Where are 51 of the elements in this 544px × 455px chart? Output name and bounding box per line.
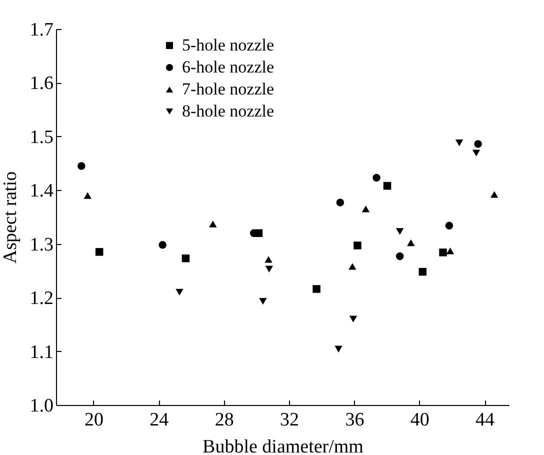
y-tick-label: 1.6	[30, 73, 54, 94]
point	[158, 241, 166, 249]
y-tick-label: 1.7	[30, 20, 54, 40]
x-tick-label: 24	[150, 410, 170, 430]
legend-label: 8-hole nozzle	[182, 102, 274, 120]
x-tick-label: 28	[214, 410, 234, 430]
y-tick-label: 1.2	[30, 288, 54, 310]
point	[396, 252, 404, 260]
point	[259, 298, 267, 305]
point	[490, 191, 498, 198]
point	[455, 140, 464, 146]
y-tick-label: 1.1	[30, 342, 54, 363]
point	[396, 228, 404, 235]
point	[472, 150, 480, 156]
point	[176, 288, 184, 296]
point	[446, 247, 454, 254]
point	[418, 268, 427, 276]
point	[336, 198, 344, 206]
point	[383, 182, 392, 190]
legend-label: 5-hole nozzle	[182, 36, 274, 54]
point	[334, 346, 342, 352]
point	[84, 192, 92, 199]
point	[362, 206, 370, 212]
point	[407, 239, 415, 246]
point	[354, 242, 362, 250]
legend-label: 6-hole nozzle	[182, 58, 274, 76]
point	[264, 256, 272, 263]
legend-label: 7-hole nozzle	[182, 80, 274, 98]
point	[265, 266, 274, 272]
y-tick-label: 1.5	[30, 126, 54, 148]
x-tick-label: 32	[280, 410, 300, 430]
point	[439, 248, 447, 256]
x-axis-title: Bubble diameter/mm	[202, 436, 364, 455]
point	[209, 220, 217, 228]
x-tick-label: 40	[410, 410, 430, 430]
point	[348, 263, 356, 270]
y-axis-title: Aspect ratio	[0, 171, 21, 264]
x-tick-label: 36	[345, 410, 364, 430]
point	[474, 140, 482, 148]
x-tick-label: 20	[84, 410, 104, 430]
point	[312, 285, 320, 293]
point	[349, 316, 358, 322]
y-tick-label: 1.0	[30, 396, 54, 416]
y-tick-label: 1.4	[30, 180, 54, 202]
y-tick-label: 1.3	[30, 234, 54, 256]
point	[445, 222, 454, 230]
x-tick-label: 44	[476, 410, 496, 430]
point	[78, 162, 86, 170]
point	[95, 248, 104, 256]
point	[372, 174, 380, 182]
point	[182, 254, 190, 262]
